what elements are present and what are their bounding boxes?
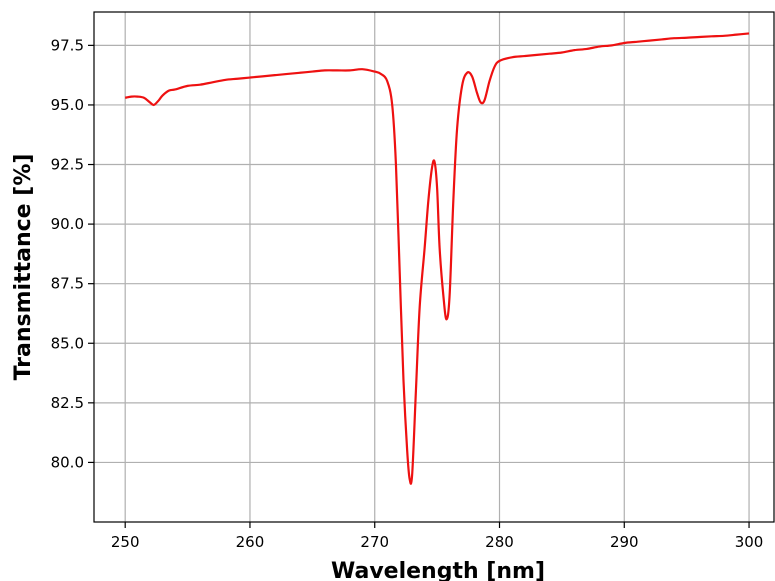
x-tick-label: 290 bbox=[610, 533, 639, 551]
y-axis-label: Transmittance [%] bbox=[11, 154, 36, 381]
y-tick-label: 82.5 bbox=[51, 394, 84, 412]
y-tick-label: 97.5 bbox=[51, 36, 84, 54]
transmittance-series-line bbox=[124, 32, 750, 485]
ticks: 250 260 270 280 290 300 80.0 82.5 85.0 87.5 90.0 92… bbox=[51, 36, 764, 551]
y-tick-label: 90.0 bbox=[51, 215, 84, 233]
y-tick-label: 92.5 bbox=[51, 156, 84, 174]
x-tick-label: 270 bbox=[360, 533, 389, 551]
series-layer bbox=[124, 32, 750, 485]
grid bbox=[94, 12, 774, 522]
x-axis-label: Wavelength [nm] bbox=[331, 559, 545, 581]
y-tick-label: 95.0 bbox=[51, 96, 84, 114]
y-tick-label: 85.0 bbox=[51, 334, 84, 352]
x-tick-label: 260 bbox=[236, 533, 265, 551]
x-tick-label: 300 bbox=[735, 533, 764, 551]
plot-frame bbox=[93, 11, 775, 523]
x-tick-label: 280 bbox=[485, 533, 514, 551]
x-tick-label: 250 bbox=[111, 533, 140, 551]
y-tick-label: 87.5 bbox=[51, 275, 84, 293]
y-tick-label: 80.0 bbox=[51, 453, 84, 471]
